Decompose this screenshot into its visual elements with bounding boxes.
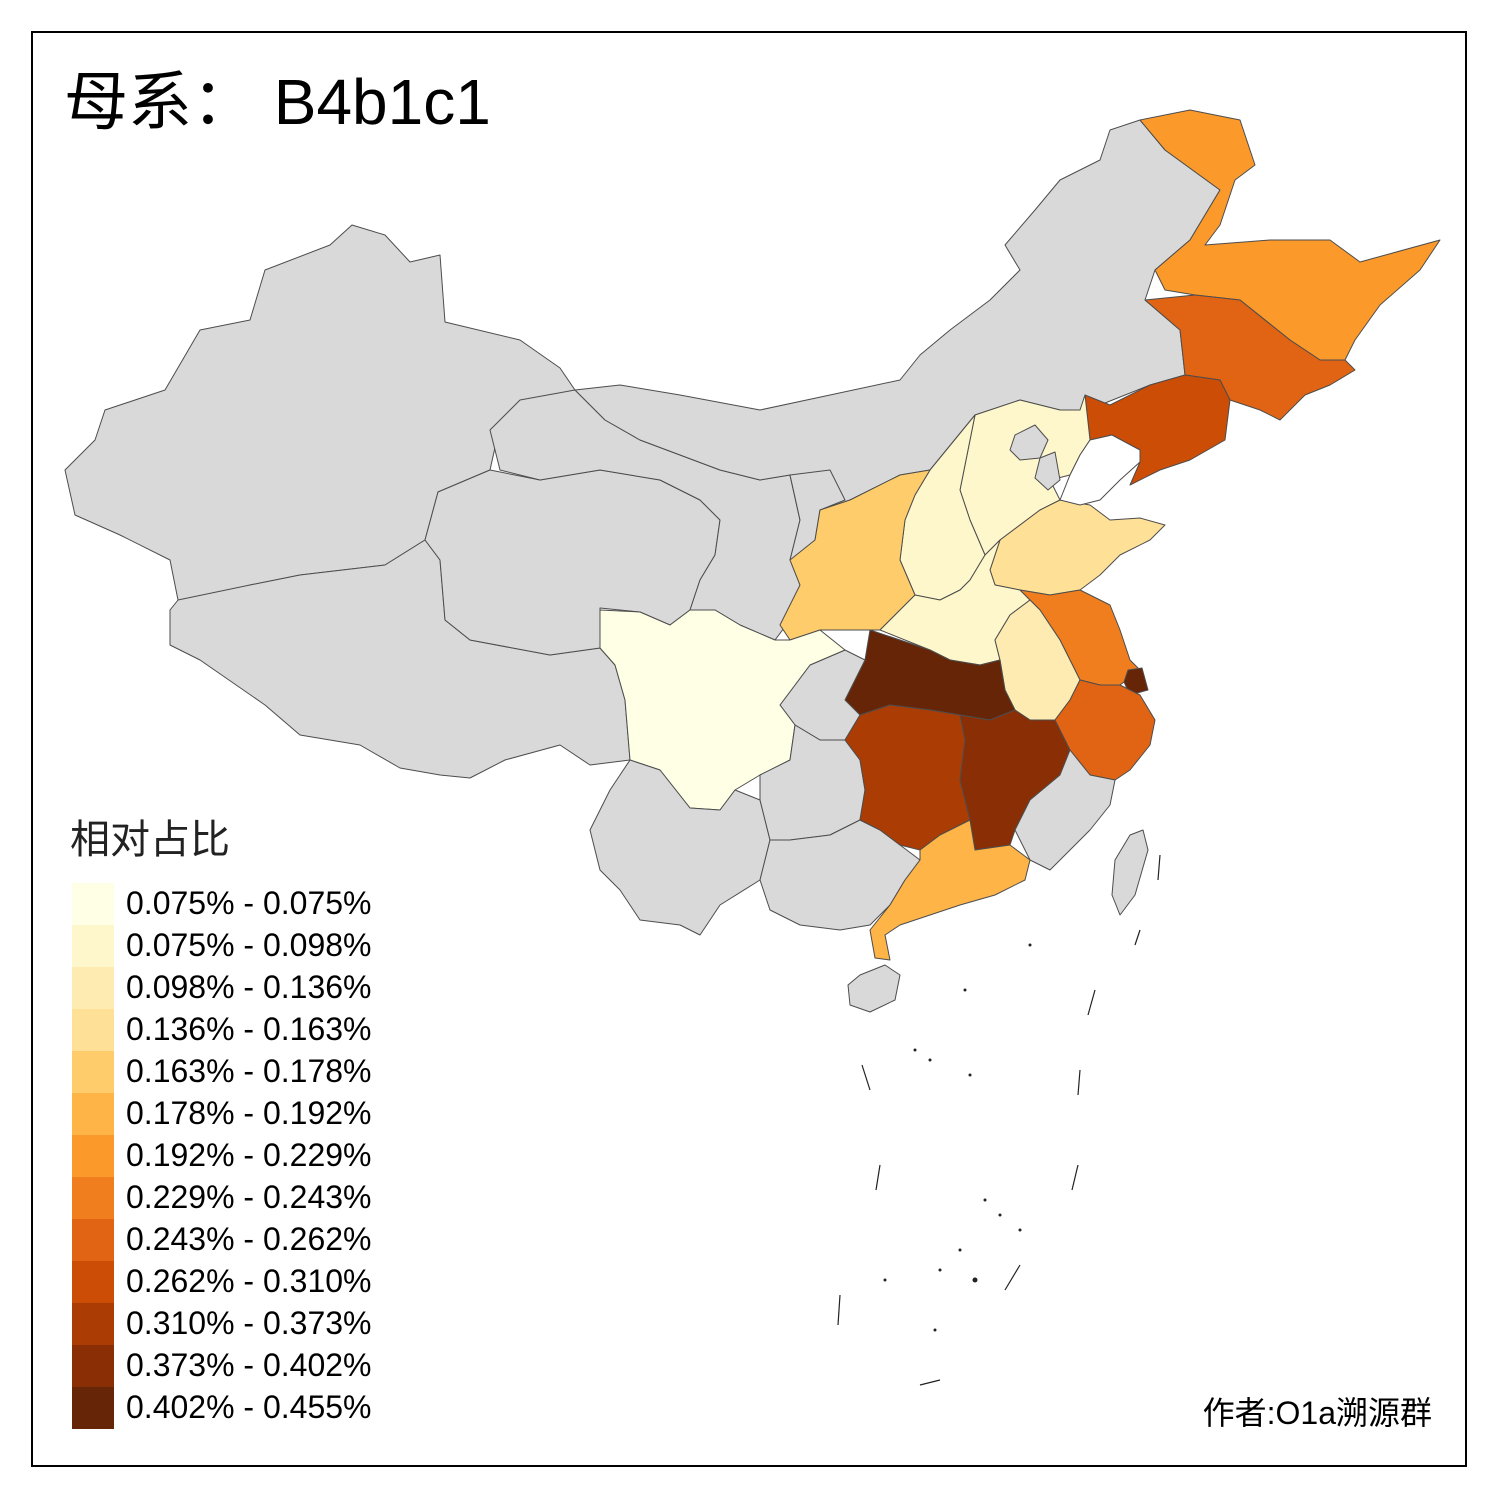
legend-label: 0.192% - 0.229% [126,1137,372,1173]
region-shaanxi [779,469,931,641]
south-sea-islands [837,854,1161,1386]
legend-label: 0.075% - 0.098% [126,927,372,963]
region-fujian [1014,749,1116,871]
legend-label: 0.098% - 0.136% [126,969,372,1005]
legend-swatch [72,925,114,967]
region-shanghai [1123,667,1149,696]
legend-label: 0.229% - 0.243% [126,1179,372,1215]
legend-swatch [72,1135,114,1177]
legend-swatch [72,1345,114,1387]
region-hainan [847,964,901,1013]
legend-label: 0.178% - 0.192% [126,1095,372,1131]
legend-swatch [72,967,114,1009]
legend-label: 0.310% - 0.373% [126,1305,372,1341]
legend-label: 0.373% - 0.402% [126,1347,372,1383]
author-credit: 作者:O1a溯源群 [1202,1395,1432,1431]
legend-swatch [72,883,114,925]
region-guangdong [869,819,1031,961]
map-frame [31,31,1467,1467]
legend-swatch [72,1177,114,1219]
legend-swatch [72,1303,114,1345]
region-heilongjiang [1139,109,1441,361]
legend-label: 0.402% - 0.455% [126,1389,372,1425]
legend-label: 0.136% - 0.163% [126,1011,372,1047]
legend-swatch [72,1093,114,1135]
legend-title: 相对占比 [70,818,230,862]
legend-label: 0.243% - 0.262% [126,1221,372,1257]
legend-swatch [72,1051,114,1093]
legend-swatch [72,1261,114,1303]
legend-label: 0.163% - 0.178% [126,1053,372,1089]
region-sichuan [599,609,846,811]
region-yunnan [589,759,771,936]
legend-swatch [72,1387,114,1429]
legend-label: 0.075% - 0.075% [126,885,372,921]
legend-swatch [72,1009,114,1051]
region-taiwan [1111,829,1149,916]
bohai-coast [1059,434,1141,506]
map-title: 母系： B4b1c1 [64,66,491,138]
legend-label: 0.262% - 0.310% [126,1263,372,1299]
region-tianjin [1034,451,1061,491]
legend-swatch [72,1219,114,1261]
